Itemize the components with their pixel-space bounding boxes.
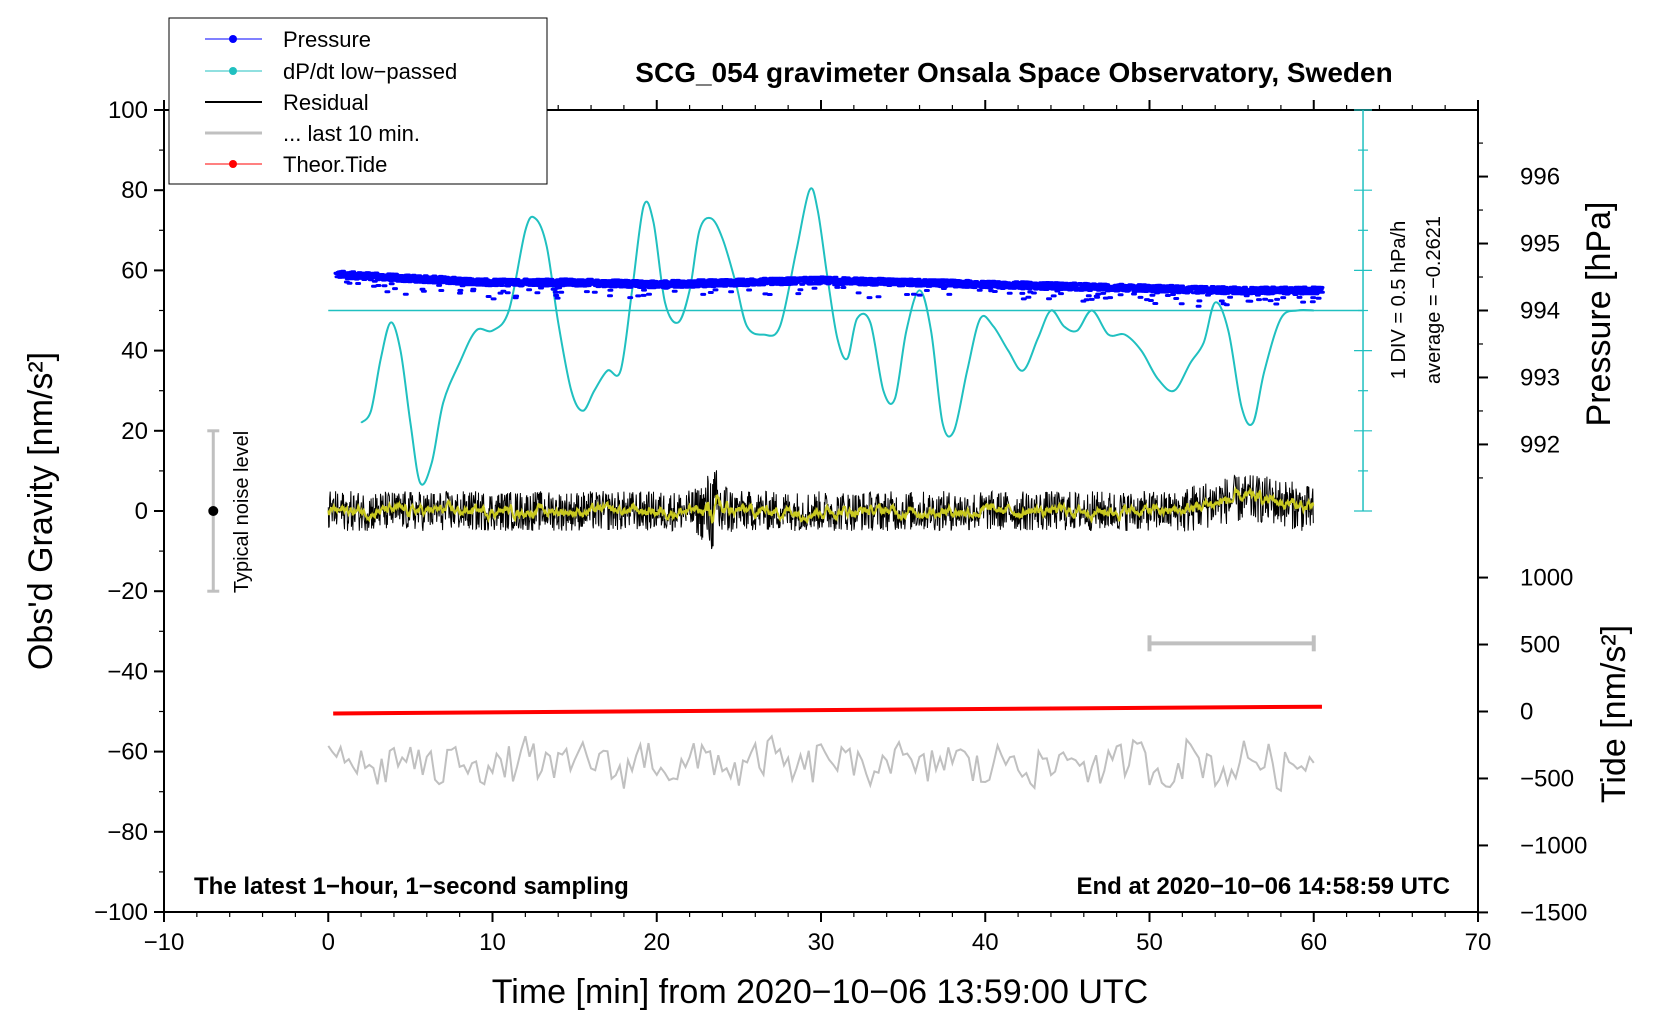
x-tick-label: 10 [479, 929, 506, 956]
x-axis-ticks: −10 0 10 20 30 40 50 60 70 [144, 100, 1492, 956]
pressure-tick-label: 995 [1520, 231, 1560, 258]
tide-tick-label: 0 [1520, 699, 1533, 726]
y-axis-title: Obs'd Gravity [nm/s²] [22, 352, 60, 670]
y-tick-label: 80 [121, 177, 148, 204]
y-tick-label: −80 [107, 819, 148, 846]
legend-label-residual: Residual [283, 90, 369, 115]
legend-marker-dpdt [229, 67, 237, 75]
pressure-points [333, 269, 1325, 308]
tide-tick-label: −1500 [1520, 899, 1587, 926]
tide-line [333, 704, 1322, 716]
noise-bar-center [208, 506, 219, 516]
noise-level-bar [207, 429, 220, 593]
y-tick-label: −60 [107, 739, 148, 766]
last-10-min-line [327, 734, 1315, 793]
legend-label-pressure: Pressure [283, 27, 371, 52]
y-tick-label: 40 [121, 338, 148, 365]
noise-label: Typical noise level [231, 431, 253, 593]
sampling-note: The latest 1−hour, 1−second sampling [194, 873, 629, 900]
x-tick-label: 60 [1300, 929, 1327, 956]
div-label: 1 DIV = 0.5 hPa/h [1388, 221, 1410, 379]
tide-axis-title: Tide [nm/s²] [1595, 625, 1633, 803]
pressure-axis-ticks: 996 995 994 993 992 [1478, 142, 1560, 479]
pressure-tick-label: 994 [1520, 298, 1560, 325]
end-time-note: End at 2020−10−06 14:58:59 UTC [1076, 873, 1450, 900]
series-last-10-min [327, 734, 1315, 793]
series-theor-tide [333, 704, 1322, 716]
dpdt-line [360, 187, 1314, 486]
y-axis-ticks: 100 80 60 40 20 0 −20 −40 −60 −80 −100 [94, 97, 164, 926]
y-tick-label: −20 [107, 578, 148, 605]
series-pressure [333, 269, 1325, 308]
y-tick-label: −40 [107, 658, 148, 685]
tide-tick-label: 1000 [1520, 565, 1573, 592]
y-tick-label: −100 [94, 899, 148, 926]
x-tick-label: −10 [144, 929, 185, 956]
tide-axis-ticks: 1000 500 0 −500 −1000 −1500 [1478, 565, 1587, 926]
y-tick-label: 20 [121, 418, 148, 445]
pressure-tick-label: 996 [1520, 164, 1560, 191]
series-residual [327, 470, 1315, 550]
x-axis-title: Time [min] from 2020−10−06 13:59:00 UTC [492, 973, 1148, 1011]
x-tick-label: 70 [1465, 929, 1492, 956]
pressure-tick-label: 992 [1520, 431, 1560, 458]
pressure-axis-title: Pressure [hPa] [1580, 202, 1618, 427]
pressure-tick-label: 993 [1520, 364, 1560, 391]
x-tick-label: 40 [972, 929, 999, 956]
div-scale-axis [1354, 109, 1373, 512]
x-tick-label: 30 [808, 929, 835, 956]
y-tick-label: 0 [135, 498, 148, 525]
series-dpdt-low-passed [360, 187, 1314, 486]
x-tick-label: 50 [1136, 929, 1163, 956]
chart-title: SCG_054 gravimeter Onsala Space Observat… [635, 57, 1392, 88]
legend-marker-tide [229, 160, 237, 168]
legend-label-last10: ... last 10 min. [283, 121, 420, 146]
average-label: average = −0.2621 [1423, 216, 1445, 384]
y-tick-label: 100 [108, 97, 148, 124]
x-tick-label: 20 [643, 929, 670, 956]
legend: Pressure dP/dt low−passed Residual ... l… [168, 17, 548, 185]
tide-tick-label: 500 [1520, 632, 1560, 659]
tide-tick-label: −1000 [1520, 832, 1587, 859]
legend-marker-pressure [229, 35, 237, 43]
x-tick-label: 0 [322, 929, 335, 956]
tide-tick-label: −500 [1520, 765, 1574, 792]
residual-smoothed-line [327, 485, 1315, 525]
legend-label-tide: Theor.Tide [283, 152, 387, 177]
last-10-min-bar [1147, 635, 1316, 652]
legend-label-dpdt: dP/dt low−passed [283, 59, 457, 84]
y-tick-label: 60 [121, 257, 148, 284]
